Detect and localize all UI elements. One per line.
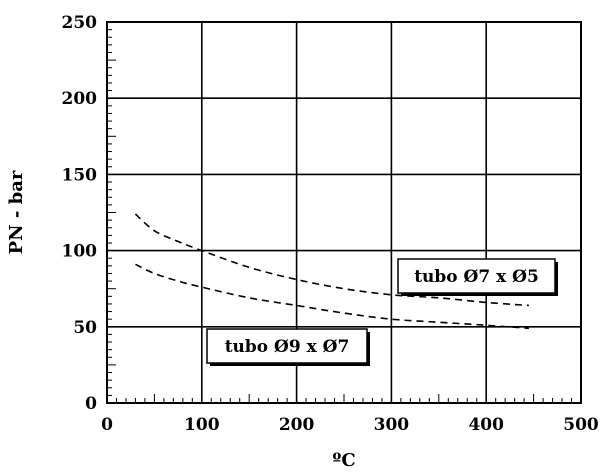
- y-tick-label: 250: [62, 13, 98, 33]
- plot-frame: [106, 21, 582, 404]
- x-tick-label: 0: [101, 415, 113, 435]
- legend-box-1: tubo Ø7 x Ø5: [397, 258, 558, 296]
- y-tick-label: 50: [73, 318, 97, 338]
- legend-label: tubo Ø9 x Ø7: [225, 337, 350, 357]
- x-tick-label: 100: [184, 415, 220, 435]
- legend-box-2: tubo Ø9 x Ø7: [206, 328, 370, 366]
- x-tick-label: 300: [374, 415, 410, 435]
- grid: [107, 22, 581, 403]
- legend-box-frame: [206, 328, 368, 364]
- y-tick-label: 0: [85, 394, 97, 414]
- legend-boxes: tubo Ø7 x Ø5 tubo Ø9 x Ø7: [206, 258, 558, 366]
- x-tick-label: 500: [563, 415, 599, 435]
- x-tick-label: 400: [468, 415, 504, 435]
- tick-labels: 0 100 200 300 400 500 0 50 100 150 200 250: [62, 13, 599, 435]
- legend-label: tubo Ø7 x Ø5: [414, 267, 539, 287]
- y-tick-label: 150: [62, 165, 98, 185]
- x-axis-title: ºC: [332, 450, 355, 471]
- series-line-2: [135, 263, 529, 330]
- legend-box-frame: [397, 258, 556, 294]
- x-tick-label: 200: [279, 415, 315, 435]
- series-lines: [134, 213, 529, 330]
- y-axis-title: PN - bar: [6, 170, 27, 254]
- y-tick-label: 200: [62, 89, 98, 109]
- y-tick-label: 100: [62, 242, 98, 262]
